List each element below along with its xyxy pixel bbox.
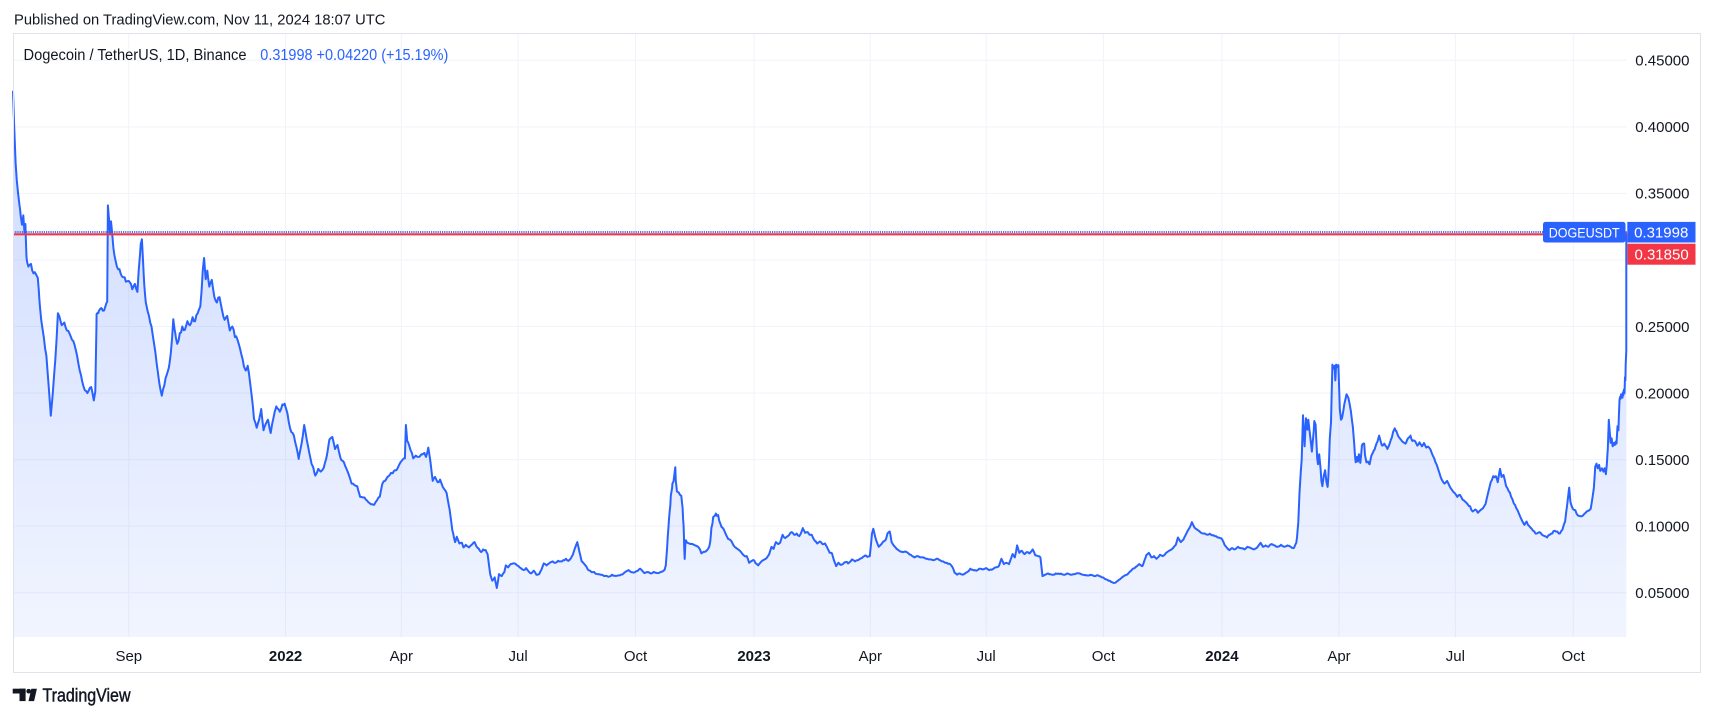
svg-text:2022: 2022	[269, 648, 302, 665]
svg-text:0.45000: 0.45000	[1635, 53, 1689, 70]
svg-text:0.25000: 0.25000	[1635, 319, 1689, 336]
svg-text:Apr: Apr	[1327, 648, 1350, 665]
svg-text:Oct: Oct	[1562, 648, 1586, 665]
svg-text:Jul: Jul	[509, 648, 528, 665]
svg-text:0.31998 +0.04220 (+15.19%): 0.31998 +0.04220 (+15.19%)	[260, 47, 448, 64]
svg-text:0.35000: 0.35000	[1635, 186, 1689, 203]
svg-text:Apr: Apr	[859, 648, 882, 665]
svg-text:TradingView: TradingView	[43, 685, 132, 705]
svg-text:Jul: Jul	[977, 648, 996, 665]
svg-text:0.10000: 0.10000	[1635, 518, 1689, 535]
svg-text:Dogecoin / TetherUS, 1D, Binan: Dogecoin / TetherUS, 1D, Binance	[24, 47, 247, 64]
svg-text:0.31998: 0.31998	[1634, 224, 1688, 241]
svg-text:DOGEUSDT: DOGEUSDT	[1549, 224, 1620, 240]
svg-text:0.20000: 0.20000	[1635, 385, 1689, 402]
svg-text:2023: 2023	[737, 648, 770, 665]
svg-text:0.31850: 0.31850	[1634, 247, 1688, 264]
svg-text:0.15000: 0.15000	[1635, 452, 1689, 469]
svg-text:Oct: Oct	[624, 648, 648, 665]
svg-text:0.05000: 0.05000	[1635, 585, 1689, 602]
svg-text:Jul: Jul	[1446, 648, 1465, 665]
svg-text:2024: 2024	[1205, 648, 1239, 665]
svg-text:Published on TradingView.com,: Published on TradingView.com, Nov 11, 20…	[14, 11, 386, 28]
svg-text:Apr: Apr	[390, 648, 413, 665]
svg-text:0.40000: 0.40000	[1635, 119, 1689, 136]
svg-text:Oct: Oct	[1092, 648, 1116, 665]
svg-text:Sep: Sep	[115, 648, 142, 665]
